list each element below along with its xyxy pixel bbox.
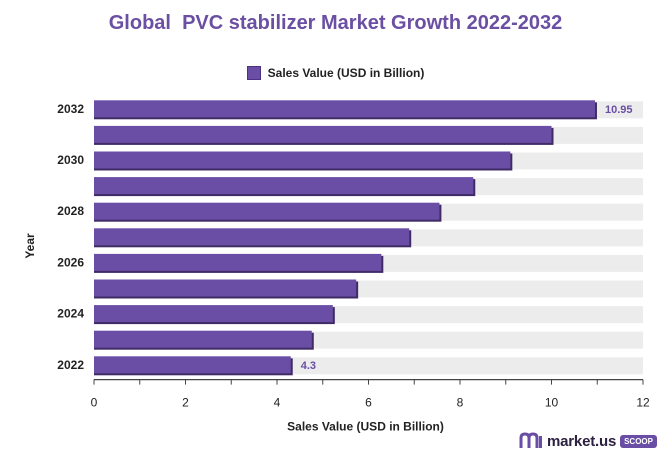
data-label: 10.95 — [605, 104, 633, 116]
logo-badge: SCOOP — [620, 434, 657, 448]
bar-2032 — [94, 100, 595, 118]
y-tick-label: 2032 — [57, 102, 84, 116]
bar-2022 — [94, 356, 291, 374]
logo-text: market.us — [547, 432, 617, 450]
x-tick-label: 4 — [274, 396, 281, 410]
y-tick-label: 2030 — [57, 153, 84, 167]
bar-2026 — [94, 253, 382, 271]
x-tick-label: 0 — [91, 396, 98, 410]
bar-2023 — [94, 330, 312, 348]
legend-swatch — [246, 66, 261, 80]
bar-2031 — [94, 125, 552, 143]
chart-legend: Sales Value (USD in Billion) — [0, 66, 671, 80]
bar-2024 — [94, 305, 333, 323]
legend-label: Sales Value (USD in Billion) — [267, 66, 425, 80]
data-label: 4.3 — [301, 360, 316, 372]
y-tick-label: 2024 — [57, 307, 84, 321]
brand-logo: market.us SCOOP — [519, 432, 657, 450]
x-tick-label: 6 — [365, 396, 372, 410]
bar-2029 — [94, 177, 474, 195]
x-tick-label: 12 — [636, 396, 650, 410]
y-tick-label: 2026 — [57, 255, 84, 269]
x-axis-title: Sales Value (USD in Billion) — [287, 420, 444, 434]
bar-2027 — [94, 228, 410, 246]
bar-2028 — [94, 202, 440, 220]
market-us-logo-icon — [519, 432, 543, 448]
x-tick-label: 10 — [545, 396, 559, 410]
x-tick-label: 2 — [182, 396, 189, 410]
bar-2030 — [94, 151, 511, 169]
bar-2025 — [94, 279, 357, 297]
chart-title: Global PVC stabilizer Market Growth 2022… — [108, 12, 563, 34]
y-tick-label: 2022 — [57, 358, 84, 372]
y-tick-label: 2028 — [57, 204, 84, 218]
y-axis-title: Year — [23, 233, 37, 259]
x-tick-label: 8 — [457, 396, 464, 410]
